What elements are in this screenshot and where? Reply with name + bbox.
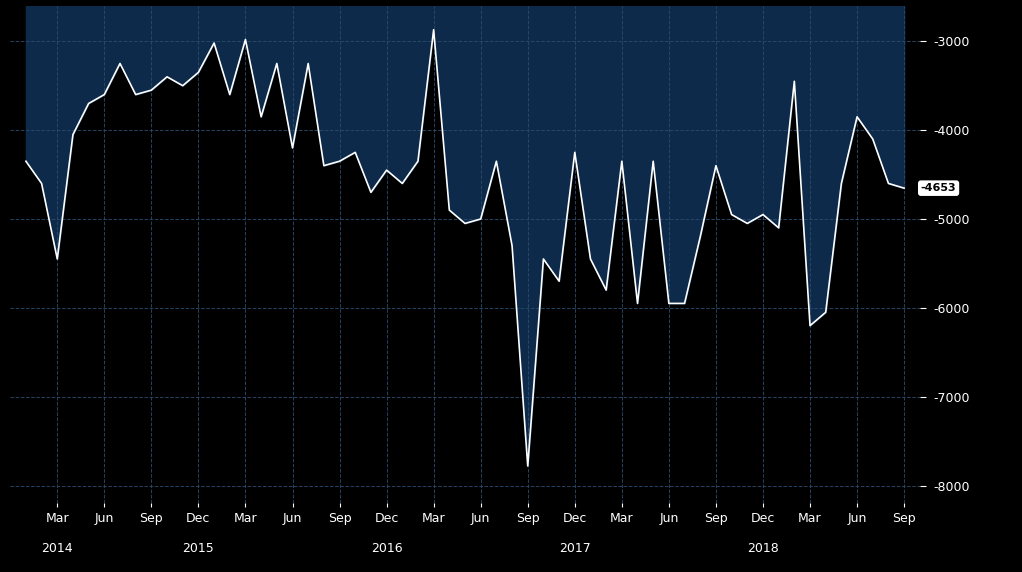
Text: 2018: 2018 [747,542,779,555]
Text: -4653: -4653 [921,183,957,193]
Text: 2016: 2016 [371,542,403,555]
Text: 2017: 2017 [559,542,591,555]
Text: 2015: 2015 [183,542,215,555]
Text: 2014: 2014 [42,542,74,555]
